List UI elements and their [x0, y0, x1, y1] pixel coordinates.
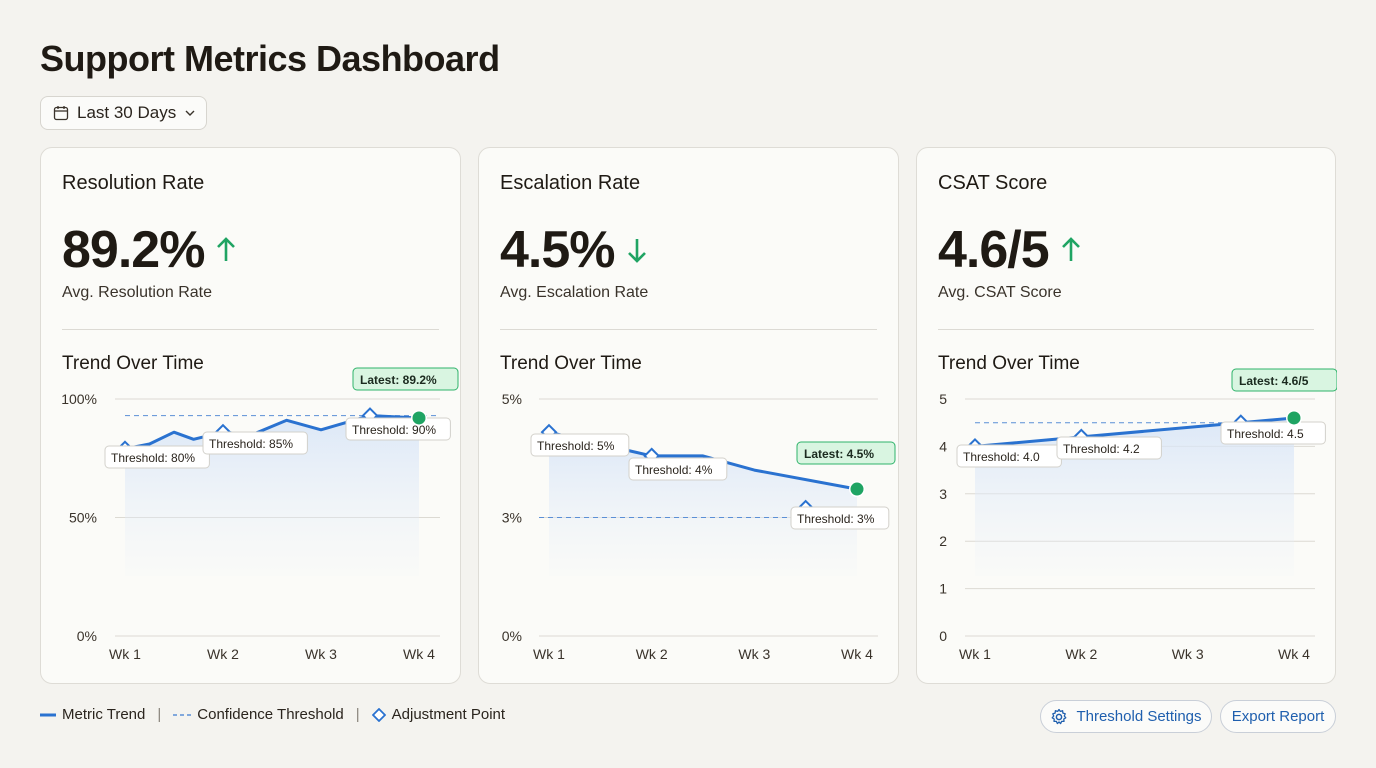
escalation-rate-card: Escalation Rate 4.5% Avg. Escalation Rat…: [478, 147, 899, 684]
card-title: Escalation Rate: [500, 172, 641, 194]
threshold-label-box: [530, 433, 630, 457]
x-tick-label: Wk 1: [533, 646, 565, 662]
legend-label: Confidence Threshold: [197, 706, 344, 723]
x-tick-label: Wk 4: [841, 646, 873, 662]
threshold-label: Threshold: 4.0: [963, 450, 1040, 464]
metric-value: 4.5%: [500, 221, 616, 279]
threshold-label-box: [104, 445, 210, 469]
arrow-up-icon: [1061, 237, 1080, 261]
trend-line: [973, 416, 1296, 448]
y-tick-label: 0%: [77, 628, 97, 644]
csat-trend-chart: 5 4 3 2 1 0 Wk 1 Wk 2 Wk 3 Wk 4 Threshold: 4.0 Thre…: [939, 368, 1337, 662]
latest-badge-label: Latest: 4.6/5: [1239, 374, 1309, 388]
threshold-label: Threshold: 4.2: [1063, 442, 1140, 456]
x-tick-label: Wk 2: [207, 646, 239, 662]
metric-value: 89.2%: [62, 221, 205, 279]
x-tick-label: Wk 3: [305, 646, 337, 662]
arrow-up-icon: [217, 237, 236, 261]
y-tick-label: 3: [939, 486, 947, 502]
threshold-label: Threshold: 80%: [111, 451, 195, 465]
x-tick-label: Wk 3: [738, 646, 770, 662]
divider: [62, 329, 439, 330]
threshold-label: Threshold: 85%: [209, 437, 293, 451]
y-tick-label: 5: [939, 391, 947, 407]
latest-badge: [796, 441, 896, 465]
solid-line-icon: [40, 713, 56, 716]
date-range-dropdown[interactable]: Last 30 Days: [40, 96, 207, 130]
y-tick-label: 3%: [502, 510, 522, 526]
latest-point: [1287, 411, 1301, 425]
trend-title: Trend Over Time: [500, 353, 642, 374]
export-report-button[interactable]: Export Report: [1220, 700, 1336, 733]
latest-badge-label: Latest: 4.5%: [804, 447, 874, 461]
threshold-label-box: [790, 506, 890, 530]
threshold-label: Threshold: 90%: [352, 423, 436, 437]
resolution-rate-card: Resolution Rate 89.2% Avg. Resolution Ra…: [40, 147, 461, 684]
x-tick-label: Wk 2: [636, 646, 668, 662]
y-tick-label: 2: [939, 533, 947, 549]
x-tick-label: Wk 2: [1065, 646, 1097, 662]
y-tick-label: 4: [939, 438, 947, 454]
metric-subtitle: Avg. Resolution Rate: [62, 284, 213, 301]
date-range-label: Last 30 Days: [77, 103, 177, 122]
y-tick-label: 0: [939, 628, 947, 644]
threshold-settings-label: Threshold Settings: [1076, 708, 1202, 725]
x-tick-label: Wk 4: [403, 646, 435, 662]
threshold-label-box: [628, 457, 728, 481]
metric-value: 4.6/5: [938, 221, 1050, 279]
legend-metric-trend: Metric Trend: [40, 706, 145, 723]
export-report-label: Export Report: [1231, 708, 1325, 725]
dashed-line-icon: [173, 713, 192, 716]
y-tick-label: 100%: [61, 391, 97, 407]
threshold-label-box: [1056, 436, 1162, 460]
page-title: Support Metrics Dashboard: [40, 38, 500, 79]
threshold-label: Threshold: 5%: [537, 439, 615, 453]
gear-icon: [1052, 708, 1067, 724]
y-tick-label: 50%: [69, 510, 97, 526]
card-title: Resolution Rate: [62, 172, 205, 194]
x-tick-label: Wk 3: [1172, 646, 1204, 662]
y-tick-label: 5%: [502, 391, 522, 407]
y-tick-label: 1: [939, 581, 947, 597]
trend-title: Trend Over Time: [938, 353, 1080, 374]
legend-label: Adjustment Point: [391, 706, 506, 723]
latest-badge: [1231, 368, 1337, 392]
x-tick-label: Wk 4: [1278, 646, 1310, 662]
divider: [500, 329, 877, 330]
divider: [938, 329, 1314, 330]
chart-legend: Metric Trend | Confidence Threshold | Ad…: [40, 706, 505, 723]
metric-subtitle: Avg. CSAT Score: [938, 284, 1062, 301]
threshold-label-box: [202, 431, 308, 455]
metric-subtitle: Avg. Escalation Rate: [500, 284, 649, 301]
legend-confidence-threshold: Confidence Threshold: [173, 706, 344, 723]
area-fill: [549, 432, 857, 576]
latest-point: [850, 482, 864, 496]
calendar-icon: [53, 106, 69, 121]
trend-title: Trend Over Time: [62, 353, 204, 374]
threshold-settings-button[interactable]: Threshold Settings: [1040, 700, 1212, 733]
legend-label: Metric Trend: [62, 706, 146, 723]
latest-point: [412, 411, 426, 425]
arrow-down-icon: [627, 239, 646, 263]
escalation-trend-chart: 5% 3% 0% Wk 1 Wk 2 Wk 3 Wk 4 Threshold: 5% Thres…: [502, 391, 896, 662]
x-tick-label: Wk 1: [959, 646, 991, 662]
csat-score-card: CSAT Score 4.6/5 Avg. CSAT Score Trend O…: [916, 147, 1337, 684]
diamond-icon: [371, 707, 386, 722]
card-title: CSAT Score: [938, 172, 1048, 194]
threshold-label: Threshold: 4.5: [1227, 427, 1304, 441]
y-tick-label: 0%: [502, 628, 522, 644]
legend-separator: |: [355, 706, 360, 723]
threshold-label: Threshold: 4%: [635, 463, 713, 477]
legend-separator: |: [157, 706, 162, 723]
latest-badge-label: Latest: 89.2%: [360, 373, 437, 387]
threshold-label: Threshold: 3%: [797, 512, 875, 526]
x-tick-label: Wk 1: [109, 646, 141, 662]
legend-adjustment-point: Adjustment Point: [371, 706, 506, 723]
resolution-trend-chart: 100% 50% 0% Wk 1 Wk 2 Wk 3 Wk 4 Threshold: 80% T…: [61, 367, 459, 662]
threshold-label-box: [1220, 421, 1326, 445]
chevron-down-icon: [185, 110, 195, 116]
latest-badge: [352, 367, 459, 391]
